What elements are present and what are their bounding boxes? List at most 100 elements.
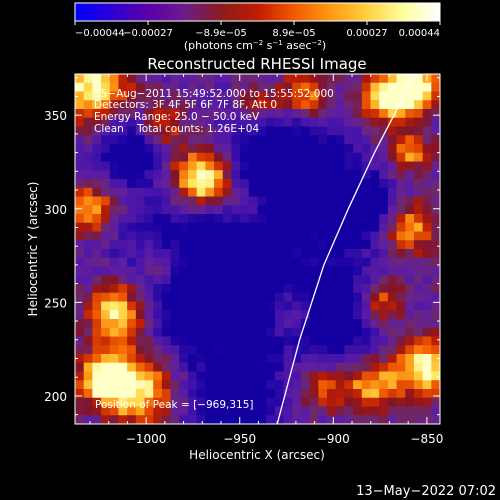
heatmap-cell bbox=[92, 292, 102, 303]
heatmap-cell bbox=[179, 389, 189, 399]
heatmap-cell bbox=[327, 292, 337, 303]
heatmap-cell bbox=[144, 152, 154, 163]
heatmap-cell bbox=[379, 327, 389, 338]
heatmap-cell bbox=[144, 205, 154, 215]
heatmap-cell bbox=[396, 301, 406, 311]
heatmap-cell bbox=[179, 152, 189, 163]
heatmap-cell bbox=[214, 354, 224, 364]
heatmap-cell bbox=[101, 301, 111, 311]
heatmap-cell bbox=[300, 231, 311, 241]
heatmap-cell bbox=[205, 91, 215, 101]
heatmap-cell bbox=[118, 126, 128, 136]
heatmap-cell bbox=[266, 214, 276, 224]
heatmap-cell bbox=[214, 406, 224, 416]
heatmap-cell bbox=[222, 292, 233, 303]
heatmap-cell bbox=[405, 161, 415, 171]
heatmap-cell bbox=[370, 336, 380, 346]
heatmap-cell bbox=[127, 82, 137, 93]
heatmap-cell bbox=[153, 310, 163, 320]
heatmap-cell bbox=[274, 257, 285, 268]
heatmap-cell bbox=[300, 117, 311, 128]
heatmap-cell bbox=[405, 179, 415, 189]
heatmap-cell bbox=[214, 152, 224, 163]
heatmap-cell bbox=[231, 100, 241, 110]
heatmap-cell bbox=[283, 354, 293, 364]
heatmap-cell bbox=[101, 249, 111, 259]
heatmap-cell bbox=[248, 371, 259, 381]
heatmap-cell bbox=[292, 109, 302, 119]
heatmap-cell bbox=[179, 196, 189, 206]
heatmap-cell bbox=[300, 284, 311, 294]
heatmap-cell bbox=[379, 109, 389, 119]
heatmap-cell bbox=[75, 415, 85, 424]
heatmap-cell bbox=[240, 231, 250, 241]
heatmap-cell bbox=[75, 214, 85, 224]
heatmap-cell bbox=[387, 415, 398, 424]
heatmap-cell bbox=[205, 415, 215, 424]
heatmap-cell bbox=[422, 240, 432, 250]
heatmap-cell bbox=[292, 249, 302, 259]
heatmap-cell bbox=[75, 266, 85, 276]
heatmap-cell bbox=[83, 222, 93, 233]
heatmap-cell bbox=[422, 222, 432, 233]
heatmap-cell bbox=[370, 144, 380, 154]
heatmap-cell bbox=[257, 380, 267, 390]
heatmap-cell bbox=[274, 109, 285, 119]
heatmap-cell bbox=[422, 327, 432, 338]
heatmap-cell bbox=[161, 187, 172, 198]
heatmap-cell bbox=[300, 170, 311, 180]
heatmap-cell bbox=[135, 284, 146, 294]
heatmap-cell bbox=[83, 301, 93, 311]
heatmap-cell bbox=[101, 415, 111, 424]
heatmap-cell bbox=[101, 406, 111, 416]
heatmap-cell bbox=[422, 301, 432, 311]
heatmap-cell bbox=[83, 152, 93, 163]
heatmap-cell bbox=[187, 135, 198, 145]
heatmap-cell bbox=[231, 214, 241, 224]
heatmap-cell bbox=[170, 257, 180, 268]
heatmap-cell bbox=[327, 196, 337, 206]
heatmap-cell bbox=[413, 319, 424, 329]
heatmap-cell bbox=[309, 336, 319, 346]
heatmap-cell bbox=[118, 380, 128, 390]
heatmap-cell bbox=[387, 222, 398, 233]
chart-title: Reconstructed RHESSI Image bbox=[147, 55, 366, 73]
heatmap-cell bbox=[431, 144, 440, 154]
heatmap-cell bbox=[205, 100, 215, 110]
heatmap-cell bbox=[83, 135, 93, 145]
heatmap-cell bbox=[335, 336, 345, 346]
heatmap-cell bbox=[101, 380, 111, 390]
heatmap-cell bbox=[109, 91, 120, 101]
heatmap-cell bbox=[309, 345, 319, 355]
heatmap-cell bbox=[144, 397, 154, 408]
heatmap-cell bbox=[318, 117, 328, 128]
heatmap-cell bbox=[222, 406, 233, 416]
heatmap-cell bbox=[413, 336, 424, 346]
heatmap-cell bbox=[327, 415, 337, 424]
heatmap-cell bbox=[387, 319, 398, 329]
heatmap-cell bbox=[214, 205, 224, 215]
heatmap-cell bbox=[379, 214, 389, 224]
heatmap-cell bbox=[135, 82, 146, 93]
heatmap-cell bbox=[327, 231, 337, 241]
heatmap-cell bbox=[300, 240, 311, 250]
heatmap-cell bbox=[396, 397, 406, 408]
heatmap-cell bbox=[422, 292, 432, 303]
heatmap-cell bbox=[300, 415, 311, 424]
heatmap-cell bbox=[92, 100, 102, 110]
heatmap-cell bbox=[431, 222, 440, 233]
heatmap-cell bbox=[92, 310, 102, 320]
heatmap-cell bbox=[240, 144, 250, 154]
heatmap-cell bbox=[370, 301, 380, 311]
heatmap-cell bbox=[344, 161, 354, 171]
heatmap-cell bbox=[361, 301, 372, 311]
heatmap-cell bbox=[335, 415, 345, 424]
heatmap-cell bbox=[248, 100, 259, 110]
heatmap-cell bbox=[83, 345, 93, 355]
heatmap-cell bbox=[75, 240, 85, 250]
heatmap-cell bbox=[300, 135, 311, 145]
heatmap-cell bbox=[274, 196, 285, 206]
heatmap-cell bbox=[257, 397, 267, 408]
heatmap-cell bbox=[179, 327, 189, 338]
heatmap-cell bbox=[240, 240, 250, 250]
